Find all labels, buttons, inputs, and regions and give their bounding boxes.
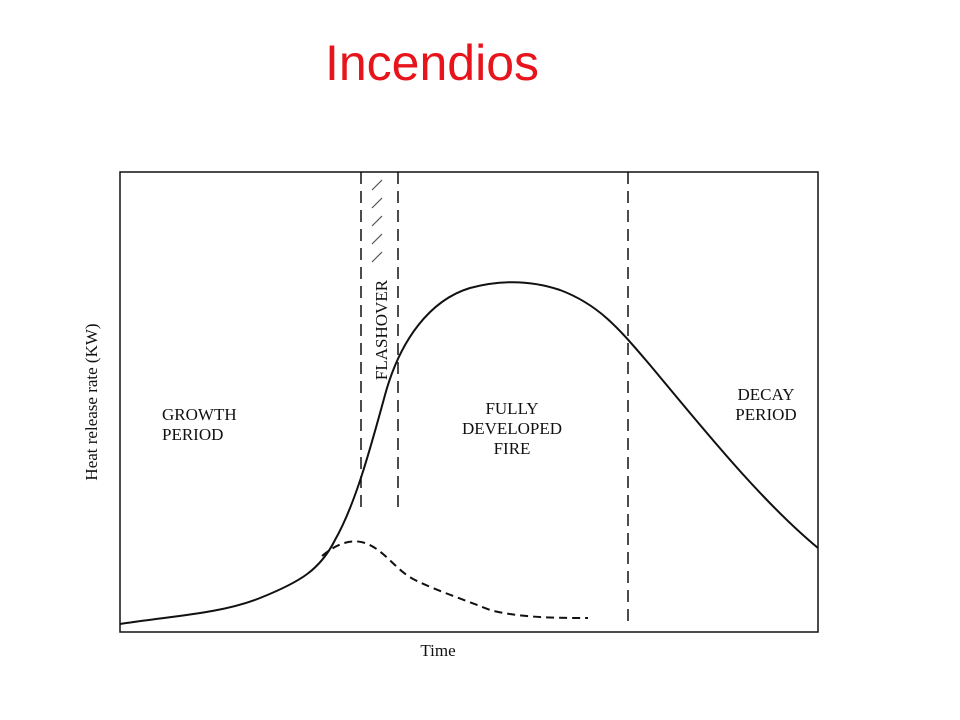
y-axis-label: Heat release rate (KW) bbox=[82, 323, 101, 480]
phase-dividers bbox=[360, 172, 629, 628]
x-axis-label: Time bbox=[420, 641, 455, 660]
region-label: DEVELOPED bbox=[462, 419, 562, 438]
plot-frame bbox=[119, 171, 819, 633]
flashover-label: FLASHOVER bbox=[372, 279, 391, 380]
region-label: GROWTH bbox=[162, 405, 237, 424]
flashover-hatch bbox=[371, 179, 383, 263]
region-label: PERIOD bbox=[162, 425, 223, 444]
region-label: DECAY bbox=[738, 385, 795, 404]
region-label: FULLY bbox=[485, 399, 538, 418]
slide-title: Incendios bbox=[325, 35, 539, 91]
region-label: FIRE bbox=[494, 439, 531, 458]
total-fire-curve bbox=[119, 281, 819, 625]
region-label: PERIOD bbox=[735, 405, 796, 424]
region-labels: GROWTHPERIODFULLYDEVELOPEDFIREDECAYPERIO… bbox=[162, 385, 797, 458]
suppressed-fire-curve bbox=[321, 540, 589, 619]
